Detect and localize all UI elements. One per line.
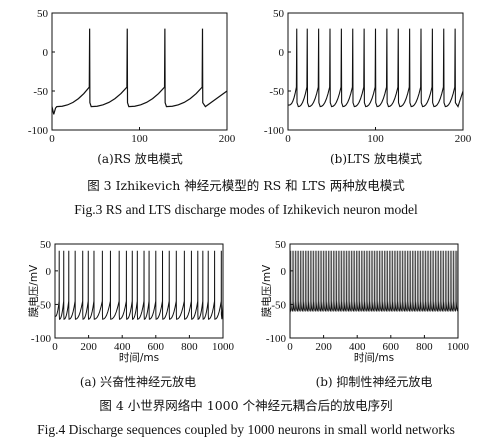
x-tick-label: 100	[367, 133, 384, 145]
x-tick-label: 1000	[447, 341, 470, 353]
x-tick-label: 200	[80, 341, 97, 353]
exc-subtitle: (a) 兴奋性神经元放电	[80, 374, 196, 389]
x-tick-label: 600	[148, 341, 165, 353]
y-tick-label: -50	[36, 299, 51, 311]
rs-subtitle: (a)RS 放电模式	[97, 151, 183, 166]
y-tick-label: -100	[266, 333, 287, 345]
x-tick-label: 0	[49, 133, 55, 145]
x-tick-label: 600	[383, 341, 400, 353]
y-tick-label: 50	[37, 8, 49, 20]
x-tick-label: 200	[219, 133, 236, 145]
x-tick-label: 0	[52, 341, 58, 353]
x-tick-label: 800	[181, 341, 198, 353]
y-tick-label: -50	[269, 86, 284, 98]
figure3-caption-cn: 图 3 Izhikevich 神经元模型的 RS 和 LTS 两种放电模式	[87, 178, 405, 193]
exc-xlabel: 时间/ms	[119, 351, 159, 364]
y-tick-label: -100	[264, 125, 285, 137]
x-tick-label: 400	[349, 341, 366, 353]
x-tick-label: 0	[287, 341, 293, 353]
y-tick-label: 50	[40, 239, 52, 251]
inh-xlabel: 时间/ms	[354, 351, 394, 364]
y-tick-label: -50	[33, 86, 48, 98]
y-tick-label: 50	[275, 239, 287, 251]
inh-ylabel: 膜电压/mV	[260, 264, 273, 317]
y-tick-label: 0	[281, 266, 287, 278]
figure4-caption-en: Fig.4 Discharge sequences coupled by 100…	[37, 422, 455, 437]
figure4-caption-cn: 图 4 小世界网络中 1000 个神经元耦合后的放电序列	[99, 398, 392, 413]
x-tick-label: 200	[455, 133, 472, 145]
plot-frame	[51, 12, 228, 131]
x-tick-label: 200	[315, 341, 332, 353]
inh-subtitle: (b) 抑制性神经元放电	[316, 374, 433, 389]
x-tick-label: 0	[285, 133, 291, 145]
x-tick-label: 800	[416, 341, 433, 353]
inhibitory-voltage-trace	[289, 250, 459, 315]
lts-voltage-trace	[288, 28, 464, 108]
y-tick-label: 50	[273, 8, 285, 20]
x-tick-label: 1000	[212, 341, 235, 353]
chart-lts-spiking: 0 100 200 50 0 -50 -100	[264, 8, 472, 145]
y-tick-label: -100	[31, 333, 52, 345]
plot-frame	[54, 243, 224, 339]
chart-inhibitory-discharge: 0 200 400 600 800 1000 50 0 -50 -100	[266, 239, 470, 353]
chart-excitatory-discharge: 0 200 400 600 800 1000 50 0 -50 -100	[31, 239, 235, 353]
y-tick-label: -50	[271, 299, 286, 311]
figure3-caption-en: Fig.3 RS and LTS discharge modes of Izhi…	[74, 202, 418, 217]
y-tick-label: -100	[28, 125, 49, 137]
lts-subtitle: (b)LTS 放电模式	[330, 151, 422, 166]
chart-rs-spiking: 0 100 200 50 0 -50 -100	[28, 8, 236, 145]
x-tick-label: 100	[131, 133, 148, 145]
y-tick-label: 0	[43, 47, 49, 59]
rs-voltage-trace	[51, 28, 228, 115]
plot-frame	[289, 243, 459, 339]
exc-ylabel: 膜电压/mV	[27, 264, 40, 317]
y-tick-label: 0	[279, 47, 285, 59]
y-tick-label: 0	[46, 266, 52, 278]
excitatory-voltage-trace	[55, 250, 224, 320]
x-tick-label: 400	[114, 341, 131, 353]
